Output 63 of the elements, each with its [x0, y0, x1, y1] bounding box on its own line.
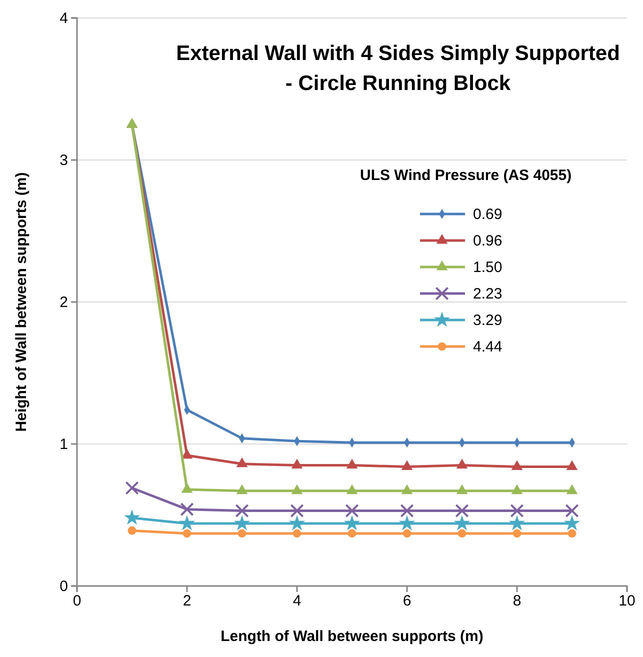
point	[511, 484, 523, 494]
point	[401, 484, 413, 494]
legend-label: 4.44	[473, 338, 502, 356]
point	[180, 502, 194, 516]
x-tick-label: 8	[512, 592, 522, 610]
point	[508, 515, 526, 530]
point	[564, 515, 580, 530]
point	[456, 458, 468, 469]
point	[235, 504, 249, 518]
point	[236, 457, 248, 468]
point	[566, 460, 578, 470]
y-tick-label: 4	[60, 10, 68, 27]
point	[288, 515, 306, 530]
legend-label: 2.23	[473, 286, 502, 302]
point	[511, 460, 523, 470]
point	[402, 529, 412, 538]
x-tick-label: 10	[618, 592, 636, 610]
point	[566, 484, 578, 494]
point	[236, 484, 248, 494]
point	[454, 515, 470, 530]
point	[181, 482, 193, 493]
x-tick-label: 0	[72, 592, 82, 610]
legend-label: 1.50	[473, 259, 502, 276]
legend-label: 3.29	[473, 312, 502, 329]
y-tick-label: 0	[60, 578, 68, 595]
point	[346, 484, 358, 494]
point	[346, 458, 358, 469]
x-tick-label: 4	[292, 592, 302, 610]
point	[344, 515, 360, 530]
text: External Wall with 4 Sides Simply Supported - Circle Running Block	[176, 42, 620, 95]
point	[124, 509, 140, 525]
point	[128, 526, 136, 535]
point	[510, 504, 524, 518]
point	[234, 515, 250, 530]
point	[401, 460, 413, 470]
point	[398, 515, 416, 530]
point	[182, 529, 192, 538]
point	[345, 504, 359, 518]
y-tick-label: 2	[60, 294, 68, 311]
point	[565, 504, 579, 518]
y-axis-title: Height of Wall between supports (m)	[13, 172, 30, 432]
point	[568, 529, 576, 538]
point	[458, 529, 466, 538]
point	[348, 529, 356, 538]
x-tick-label: 6	[402, 592, 412, 610]
point	[456, 484, 468, 494]
point	[290, 504, 304, 518]
y-tick-label: 1	[60, 436, 68, 453]
legend-label: 0.96	[473, 232, 502, 250]
point	[291, 484, 303, 494]
legend-title: ULS Wind Pressure (AS 4055)	[360, 167, 572, 184]
point	[455, 504, 469, 518]
point	[292, 529, 302, 538]
x-axis-title: Length of Wall between supports (m)	[220, 628, 484, 645]
point	[400, 504, 414, 518]
point	[512, 529, 522, 538]
point	[238, 529, 246, 538]
point	[125, 481, 139, 495]
point	[178, 515, 196, 530]
point	[291, 458, 303, 469]
x-tick-label: 2	[182, 592, 192, 610]
legend-label: 0.69	[473, 206, 502, 223]
y-tick-label: 3	[60, 152, 68, 169]
